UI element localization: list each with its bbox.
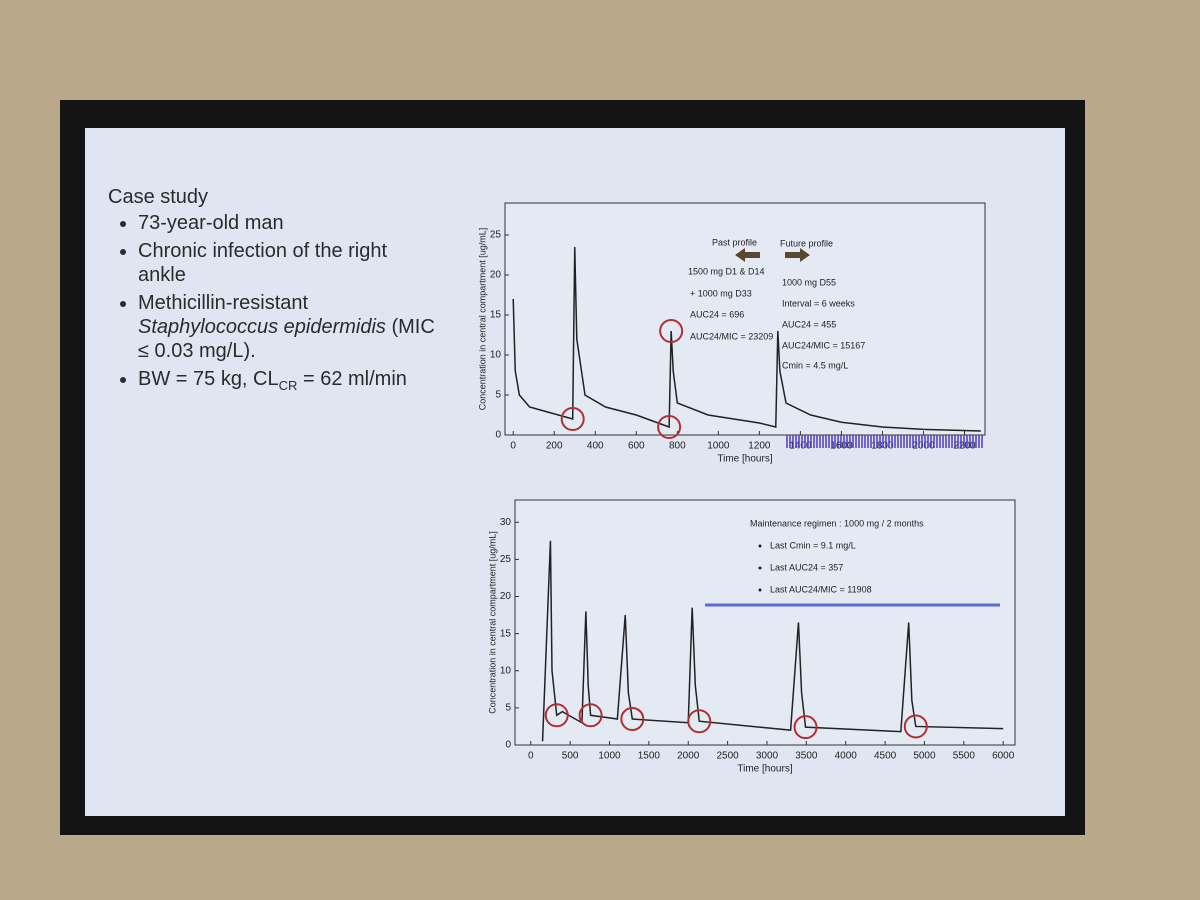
x-tick-label: 0 xyxy=(528,751,534,762)
annotation: AUC24/MIC = 15167 xyxy=(782,340,865,350)
annotation: Last AUC24 = 357 xyxy=(770,562,843,572)
bullet: 73-year-old man xyxy=(138,211,438,235)
y-tick-label: 20 xyxy=(490,270,502,281)
bullet-text: BW = 75 kg, CL xyxy=(138,368,279,390)
annotation: Last Cmin = 9.1 mg/L xyxy=(770,540,856,550)
x-tick-label: 200 xyxy=(546,441,563,452)
bullet-text: Staphylococcus epidermidis xyxy=(138,316,386,338)
slide-text: Case study 73-year-old man Chronic infec… xyxy=(108,185,438,402)
bullet-dot xyxy=(758,566,762,570)
arrow-left xyxy=(735,248,760,262)
y-tick-label: 25 xyxy=(490,230,502,241)
bullet-list: 73-year-old man Chronic infection of the… xyxy=(108,211,438,398)
y-tick-label: 30 xyxy=(500,517,512,528)
bullet-text: 73-year-old man xyxy=(138,212,284,234)
y-tick-label: 10 xyxy=(490,350,502,361)
highlight-circle xyxy=(620,707,645,732)
arrow-right xyxy=(785,248,810,262)
x-tick-label: 1000 xyxy=(598,751,621,762)
bullet: Chronic infection of the right ankle xyxy=(138,239,438,287)
bullet-dot xyxy=(758,544,762,548)
y-tick-label: 20 xyxy=(500,591,512,602)
annotation: 1000 mg D55 xyxy=(782,277,836,287)
concentration-line xyxy=(541,540,1004,742)
highlight-circle xyxy=(544,703,569,728)
heading: Case study xyxy=(108,186,209,208)
x-tick-label: 800 xyxy=(669,441,686,452)
bullet-dot xyxy=(758,588,762,592)
annotation: AUC24 = 696 xyxy=(690,309,744,319)
y-tick-label: 10 xyxy=(500,665,512,676)
annotation: Past profile xyxy=(712,237,757,247)
x-tick-label: 6000 xyxy=(992,751,1015,762)
plot-frame xyxy=(504,202,986,436)
bullet: Methicillin-resistant Staphylococcus epi… xyxy=(138,291,438,363)
bullet-text: = 62 ml/min xyxy=(297,368,407,390)
bullet: BW = 75 kg, CLCR = 62 ml/min xyxy=(138,367,438,398)
y-axis-label: Concentration in central compartment [ug… xyxy=(477,228,487,411)
x-tick-label: 2500 xyxy=(716,751,739,762)
x-tick-label: 2000 xyxy=(677,751,700,762)
x-tick-label: 600 xyxy=(628,441,645,452)
y-tick-label: 5 xyxy=(505,703,511,714)
highlight-circle xyxy=(793,715,818,740)
y-tick-label: 5 xyxy=(495,390,501,401)
y-tick-label: 25 xyxy=(500,554,512,565)
bullet-text: (MIC ≤ 0.03 mg/L). xyxy=(138,316,435,362)
y-tick-label: 15 xyxy=(490,310,502,321)
annotation: Interval = 6 weeks xyxy=(782,298,855,308)
annotation: AUC24/MIC = 23209 xyxy=(690,331,773,341)
bullet-text: CR xyxy=(278,378,298,393)
highlight-circle xyxy=(903,714,928,739)
x-tick-label: 5000 xyxy=(913,751,936,762)
plot-frame xyxy=(514,499,1016,746)
concentration-line xyxy=(512,246,981,432)
x-tick-label: 1200 xyxy=(748,441,771,452)
highlight-circle xyxy=(657,415,682,439)
x-tick-label: 4000 xyxy=(835,751,858,762)
x-tick-label: 3000 xyxy=(756,751,779,762)
x-tick-label: 1400 xyxy=(789,441,812,452)
annotation: Future profile xyxy=(780,238,833,248)
y-tick-label: 15 xyxy=(500,628,512,639)
x-tick-label: 3500 xyxy=(795,751,818,762)
y-axis-label: Concentration in central compartment [ug… xyxy=(487,531,497,714)
highlight-circle xyxy=(578,703,603,728)
x-tick-label: 2000 xyxy=(912,441,935,452)
annotation: + 1000 mg D33 xyxy=(690,288,752,298)
x-tick-label: 500 xyxy=(562,751,579,762)
annotation: 1500 mg D1 & D14 xyxy=(688,266,765,276)
annotation: AUC24 = 455 xyxy=(782,319,836,329)
highlight-circle xyxy=(560,407,585,431)
highlight-circle xyxy=(659,319,684,343)
annotation: Cmin = 4.5 mg/L xyxy=(782,360,848,370)
x-axis-label: Time [hours] xyxy=(717,454,772,465)
annotation: Last AUC24/MIC = 11908 xyxy=(770,584,872,594)
x-axis-label: Time [hours] xyxy=(737,764,792,775)
x-tick-label: 400 xyxy=(587,441,604,452)
highlight-circle xyxy=(687,709,712,734)
annotation: Maintenance regimen : 1000 mg / 2 months xyxy=(750,518,924,528)
bullet-text: Methicillin-resistant xyxy=(138,292,309,314)
x-tick-label: 4500 xyxy=(874,751,897,762)
bullet-text: Chronic infection of the right ankle xyxy=(138,240,388,286)
x-tick-label: 1000 xyxy=(707,441,730,452)
y-tick-label: 0 xyxy=(505,740,511,751)
y-tick-label: 0 xyxy=(495,430,501,441)
x-tick-label: 1500 xyxy=(638,751,661,762)
x-tick-label: 5500 xyxy=(953,751,976,762)
x-tick-label: 0 xyxy=(510,441,516,452)
